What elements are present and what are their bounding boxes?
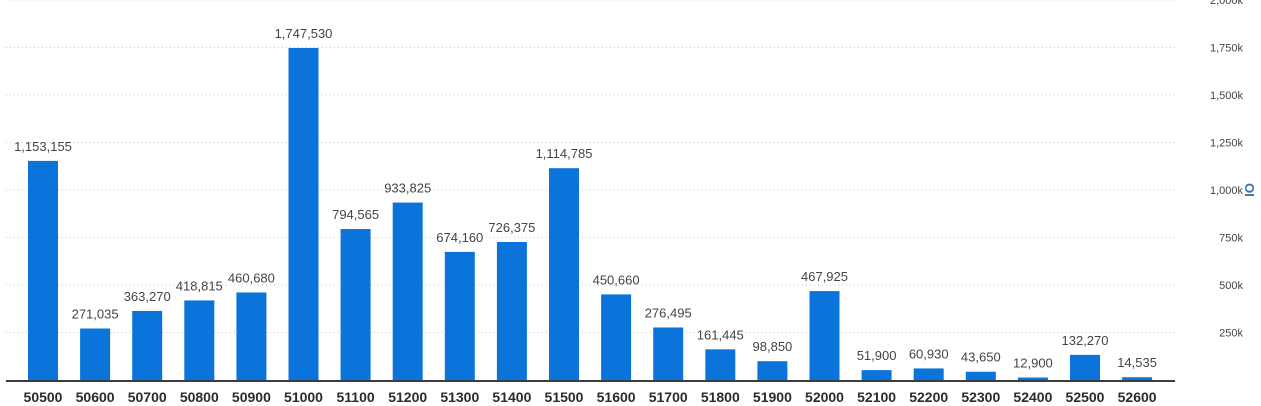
x-tick-label: 50800 <box>180 389 219 405</box>
data-label: 51,900 <box>857 348 897 363</box>
bar <box>861 370 892 380</box>
bar <box>184 300 215 380</box>
y-tick-label: 500k <box>1219 280 1243 292</box>
x-tick-label: 51800 <box>701 389 740 405</box>
y-tick-label: 1,000k <box>1210 185 1244 197</box>
data-label: 363,270 <box>124 289 171 304</box>
data-label: 161,445 <box>697 327 744 342</box>
data-label: 1,153,155 <box>14 139 72 154</box>
bar <box>809 291 840 380</box>
x-tick-label: 51400 <box>492 389 531 405</box>
bar <box>340 229 371 380</box>
bar <box>653 327 684 380</box>
y-tick-label: 250k <box>1219 328 1243 340</box>
data-label: 933,825 <box>384 181 431 196</box>
data-label: 98,850 <box>753 339 793 354</box>
x-tick-label: 52100 <box>857 389 896 405</box>
x-tick-label: 50500 <box>24 389 63 405</box>
bar <box>132 310 163 380</box>
x-tick-label: 51300 <box>440 389 479 405</box>
data-label: 132,270 <box>1062 333 1109 348</box>
bar <box>1070 354 1100 380</box>
x-tick-label: 52000 <box>805 389 844 405</box>
x-tick-label: 51600 <box>597 389 636 405</box>
x-tick-label: 51700 <box>649 389 688 405</box>
y-tick-label: 1,500k <box>1210 90 1244 102</box>
bar <box>1017 377 1048 380</box>
bar <box>28 160 58 380</box>
data-label: 674,160 <box>436 230 483 245</box>
data-label: 271,035 <box>72 307 119 322</box>
data-label: 794,565 <box>332 207 379 222</box>
bars <box>28 47 1153 380</box>
data-label: 276,495 <box>645 305 692 320</box>
x-axis-ticks: 50500 50600 50700 50800 50900 51000 51100 51200… <box>24 389 1157 405</box>
y-tick-label: 1,750k <box>1210 43 1244 55</box>
bar <box>288 47 319 380</box>
x-tick-label: 50900 <box>232 389 271 405</box>
bar <box>965 371 996 380</box>
bar <box>549 168 579 380</box>
x-tick-label: 50700 <box>128 389 167 405</box>
data-label: 726,375 <box>488 220 535 235</box>
bar <box>236 292 267 380</box>
data-label: 418,815 <box>176 278 223 293</box>
data-label: 43,650 <box>961 350 1001 365</box>
x-tick-label: 52300 <box>961 389 1000 405</box>
data-label: 460,680 <box>228 270 275 285</box>
x-tick-label: 52200 <box>909 389 948 405</box>
data-label: 1,747,530 <box>275 26 333 41</box>
x-tick-label: 50600 <box>76 389 115 405</box>
bar <box>80 328 111 380</box>
x-tick-label: 51500 <box>545 389 584 405</box>
bar <box>757 361 788 380</box>
x-tick-label: 51900 <box>753 389 792 405</box>
x-tick-label: 52500 <box>1066 389 1105 405</box>
bar <box>601 294 632 380</box>
data-label: 14,535 <box>1117 355 1157 370</box>
bar <box>496 241 527 380</box>
data-labels: 1,153,155 271,035 363,270 418,815 460,680 1,7… <box>14 26 1157 371</box>
bar <box>444 251 475 380</box>
x-tick-label: 52400 <box>1013 389 1052 405</box>
bar <box>392 202 423 380</box>
y-tick-label: 1,250k <box>1210 138 1244 150</box>
gridlines <box>6 0 1175 333</box>
y-tick-label: 2,000k <box>1210 0 1244 7</box>
y-axis-ticks: 250k 500k 750k 1,000k 1,250k 1,500k 1,750k 2,00… <box>1210 0 1244 340</box>
data-label: 1,114,785 <box>536 146 593 161</box>
x-tick-label: 51000 <box>284 389 323 405</box>
bar <box>705 349 736 380</box>
data-label: 60,930 <box>909 346 949 361</box>
data-label: 12,900 <box>1013 356 1053 371</box>
x-tick-label: 51100 <box>337 389 375 405</box>
x-tick-label: 51200 <box>388 389 427 405</box>
bar <box>1122 377 1153 380</box>
data-label: 467,925 <box>801 269 848 284</box>
y-axis-label: OI <box>1242 183 1257 197</box>
x-tick-label: 52600 <box>1118 389 1157 405</box>
data-label: 450,660 <box>593 272 640 287</box>
y-tick-label: 750k <box>1219 233 1243 245</box>
bar <box>913 368 944 380</box>
